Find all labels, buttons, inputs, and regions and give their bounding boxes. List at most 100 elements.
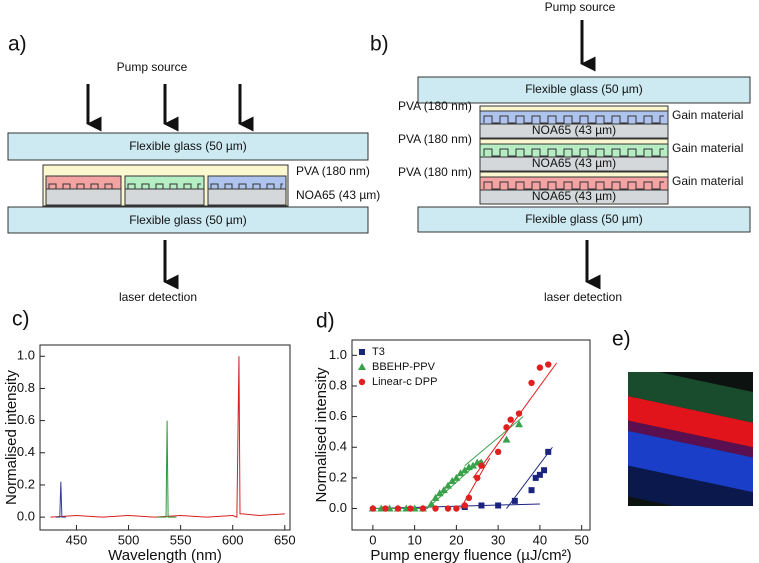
noa-layer	[479, 189, 669, 205]
noa-layer	[124, 188, 205, 206]
y-tick-label: 0.8	[329, 377, 347, 392]
point	[453, 505, 460, 512]
point	[407, 505, 414, 512]
point	[536, 364, 544, 371]
x-tick-label: 40	[533, 532, 547, 547]
point	[532, 474, 539, 481]
panel-label: c)	[12, 308, 30, 331]
fit-line	[460, 457, 491, 509]
charts: 450 500 550 600 6500.00.20.40.60.81.0Wavelen…	[3, 339, 591, 563]
y-tick-label: 0.0	[329, 500, 347, 515]
x-tick-label: 600	[222, 532, 244, 547]
spectrum-line	[50, 356, 285, 518]
fit-line	[472, 362, 558, 479]
point	[541, 467, 548, 474]
grating	[483, 148, 664, 157]
diagram-b: Pump source Flexible glass (50 µm) Flexi…	[417, 0, 751, 304]
panel-label: a)	[8, 33, 27, 56]
x-tick-label: 650	[274, 532, 296, 547]
y-tick-label: 0.2	[17, 476, 35, 491]
point	[382, 505, 389, 512]
glass-label: Flexible glass (50 µm)	[525, 212, 643, 226]
point	[502, 435, 511, 443]
glass	[7, 132, 369, 161]
point	[461, 502, 468, 509]
pump-label: Pump source	[545, 0, 616, 14]
glass-label: Flexible glass (50 µm)	[525, 82, 643, 96]
y-tick-label: 0.4	[17, 444, 35, 459]
point	[515, 410, 523, 417]
gratings	[45, 175, 287, 206]
legend-label: T3	[372, 346, 385, 358]
layer-stack: PVA (180 nm) Gain material NOA65 (43 µm) PV…	[398, 99, 743, 205]
spectrum-line	[157, 420, 177, 518]
point	[431, 493, 440, 501]
legend-label: BBEHP-PPV	[372, 361, 436, 373]
point	[511, 497, 518, 504]
grating	[127, 183, 201, 190]
y-tick-label: 1.0	[17, 348, 35, 363]
glass	[7, 206, 369, 234]
point	[478, 502, 485, 509]
y-tick-label: 0.6	[17, 412, 35, 427]
noa-label: NOA65 (43 µm)	[296, 188, 380, 202]
legend-label: Linear-c DPP	[372, 376, 437, 388]
grating	[48, 183, 118, 190]
gain-label: Gain material	[672, 108, 743, 122]
x-tick-label: 20	[449, 532, 463, 547]
point	[359, 349, 365, 355]
point	[469, 461, 478, 469]
gain-label: Gain material	[672, 141, 743, 155]
point	[358, 363, 366, 370]
y-tick-label: 1.0	[329, 347, 347, 362]
point	[427, 499, 436, 507]
pva-layer	[479, 105, 669, 112]
point	[507, 416, 514, 423]
grating	[483, 115, 664, 124]
glass-label: Flexible glass (50 µm)	[129, 139, 247, 153]
y-axis-title: Normalised intensity	[3, 369, 20, 505]
panel-label: e)	[612, 328, 631, 351]
point	[495, 502, 502, 509]
pva-layer	[479, 171, 669, 178]
spectrum-line	[55, 481, 67, 518]
point	[444, 505, 452, 512]
noa-label: NOA65 (43 µm)	[532, 156, 616, 170]
glass	[417, 76, 751, 104]
noa-label: NOA65 (43 µm)	[532, 189, 616, 203]
x-tick-label: 550	[170, 532, 192, 547]
y-tick-label: 0.4	[329, 439, 347, 454]
y-tick-label: 0.8	[17, 380, 35, 395]
photo	[628, 372, 753, 506]
noa-layer	[479, 156, 669, 172]
noa-layer	[479, 123, 669, 139]
point	[460, 466, 469, 474]
point	[536, 471, 543, 478]
gain-label: Gain material	[672, 174, 743, 188]
point	[528, 487, 535, 494]
point	[545, 361, 552, 368]
detection-label: laser detection	[119, 290, 197, 304]
point	[439, 486, 448, 494]
x-tick-label: 500	[118, 532, 140, 547]
y-tick-label: 0.2	[329, 469, 347, 484]
point	[456, 469, 465, 477]
pva-label: PVA (180 nm)	[398, 132, 472, 146]
x-axis-title: Pump energy fluence (µJ/cm²)	[370, 547, 571, 563]
panel-label: b)	[370, 33, 389, 56]
noa-layer	[45, 188, 122, 206]
plot-frame	[39, 344, 291, 531]
panel-label: d)	[316, 310, 335, 333]
detection-label: laser detection	[544, 290, 622, 304]
point	[545, 448, 552, 455]
noa-label: NOA65 (43 µm)	[532, 123, 616, 137]
point	[515, 420, 524, 428]
point	[474, 474, 481, 482]
fit-line	[464, 416, 524, 467]
point	[394, 505, 402, 512]
glass	[417, 206, 751, 233]
noa-layer	[207, 188, 287, 206]
x-tick-label: 30	[491, 532, 505, 547]
pva-label: PVA (180 nm)	[398, 99, 472, 113]
